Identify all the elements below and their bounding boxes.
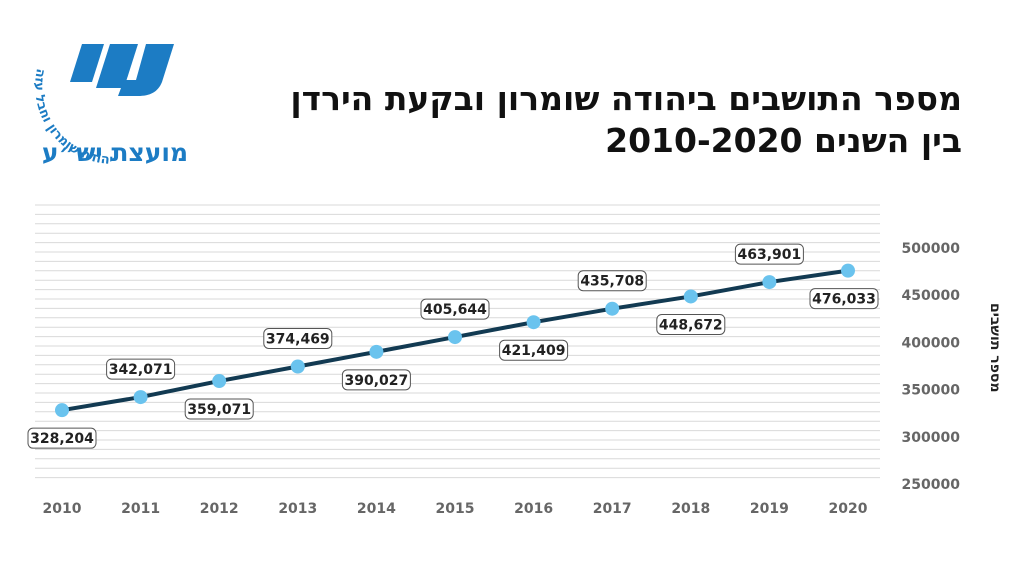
data-label-text: 374,469 — [266, 332, 330, 348]
data-point — [526, 315, 541, 330]
data-label-text: 390,027 — [345, 373, 409, 389]
data-label-box — [184, 398, 254, 420]
x-tick-label: 2016 — [514, 501, 553, 517]
data-point — [841, 263, 855, 278]
x-tick-label: 2017 — [593, 501, 632, 517]
y-tick-label: 350000 — [902, 383, 961, 399]
data-label: 390,027 — [341, 369, 411, 391]
x-tick-label: 2012 — [200, 501, 239, 517]
data-label-box — [809, 288, 879, 310]
data-label: 448,672 — [656, 313, 726, 335]
x-tick-label: 2013 — [278, 501, 317, 517]
data-label-box — [577, 270, 647, 292]
data-point — [605, 301, 620, 316]
x-axis-ticks: 2010 2011 2012 2013 2014 2015 2016 2017 2018 2019… — [43, 501, 868, 517]
data-label-box — [263, 328, 333, 350]
data-label: 328,204 — [27, 427, 97, 449]
x-tick-label: 2011 — [121, 501, 160, 517]
data-label: 421,409 — [499, 339, 569, 361]
data-label: 463,901 — [734, 243, 804, 265]
y-axis-label: מספר תושבים — [987, 303, 1003, 393]
data-point — [212, 374, 227, 389]
y-tick-label: 300000 — [902, 430, 961, 446]
x-tick-label: 2019 — [750, 501, 789, 517]
data-labels: 328,204 342,071 359,071 374,469 390,027 405,6… — [27, 243, 879, 449]
data-point — [290, 359, 305, 374]
data-label: 359,071 — [184, 398, 254, 420]
chart-title-line-1: מספר התושבים ביהודה שומרון ובקעת הירדן — [290, 79, 962, 118]
data-label: 374,469 — [263, 328, 333, 350]
x-tick-label: 2018 — [671, 501, 710, 517]
y-tick-label: 500000 — [902, 241, 961, 257]
data-point — [762, 275, 777, 290]
data-label-text: 448,672 — [659, 317, 723, 333]
data-label-text: 328,204 — [30, 431, 94, 447]
y-tick-label: 400000 — [902, 335, 961, 351]
data-label-text: 421,409 — [502, 343, 566, 359]
data-label: 476,033 — [809, 288, 879, 310]
data-point — [683, 289, 698, 304]
y-tick-label: 250000 — [902, 477, 961, 493]
chart-title-line-2: בין השנים 2010-2020 — [605, 121, 962, 160]
data-label-text: 405,644 — [423, 302, 487, 318]
data-label-text: 476,033 — [812, 292, 876, 308]
x-tick-label: 2010 — [43, 501, 82, 517]
x-tick-label: 2014 — [357, 501, 396, 517]
data-point — [369, 344, 384, 359]
data-label-box — [106, 358, 176, 380]
data-label-box — [734, 243, 804, 265]
data-points — [55, 263, 855, 418]
data-label-text: 435,708 — [580, 274, 644, 290]
data-label-box — [499, 339, 569, 361]
data-label: 405,644 — [420, 298, 490, 320]
x-tick-label: 2015 — [436, 501, 475, 517]
data-label-box — [656, 313, 726, 335]
data-label-text: 342,071 — [109, 362, 173, 378]
chart-title: מספר התושבים ביהודה שומרון ובקעת הירדן ב… — [262, 78, 962, 162]
data-label-box — [341, 369, 411, 391]
data-label: 435,708 — [577, 270, 647, 292]
x-tick-label: 2020 — [829, 501, 868, 517]
data-point — [133, 390, 148, 405]
y-axis-ticks: 500000 450000 400000 350000 300000 250000 — [902, 241, 961, 493]
yesha-council-logo: יהודה שומרון וחבל עזה — [31, 44, 174, 168]
data-point — [448, 330, 462, 345]
data-point — [55, 403, 69, 418]
data-label-box — [27, 427, 97, 449]
logo-name: מועצת יש״ע — [41, 138, 189, 167]
data-label-text: 463,901 — [738, 247, 802, 263]
data-label-box — [420, 298, 490, 320]
data-label: 342,071 — [106, 358, 176, 380]
data-label-text: 359,071 — [187, 402, 251, 418]
y-tick-label: 450000 — [902, 288, 961, 304]
